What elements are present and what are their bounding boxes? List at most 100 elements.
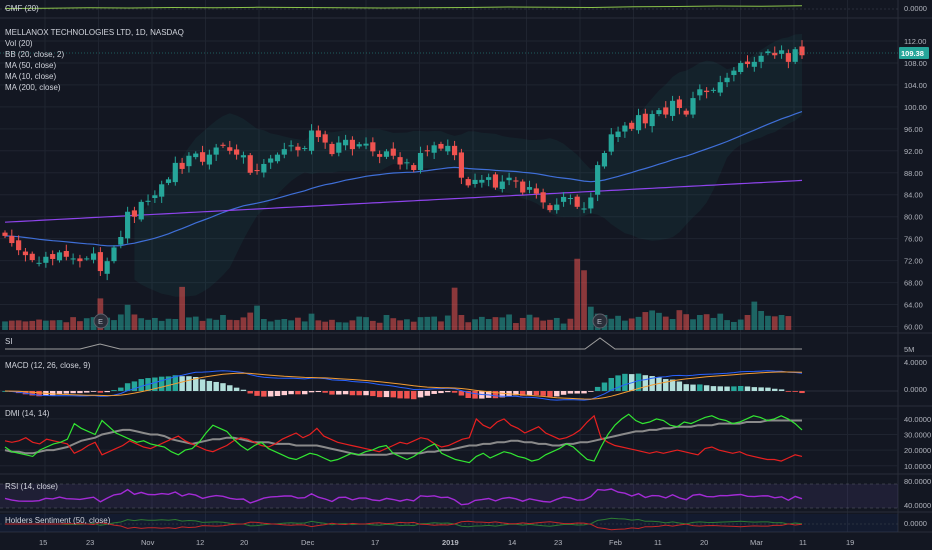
candle-body: [145, 200, 151, 202]
candle-body: [731, 70, 737, 76]
volume-bar: [315, 320, 322, 330]
candle-body: [322, 134, 328, 143]
macd-histogram-bar: [56, 391, 63, 395]
volume-bar: [458, 315, 465, 330]
moving-average-lines: [5, 112, 803, 247]
candle-body: [370, 142, 376, 152]
dmi-title: DMI (14, 14): [5, 409, 50, 418]
volume-bar: [649, 310, 655, 330]
macd-histogram-bar: [274, 391, 281, 397]
macd-histogram-bar: [417, 391, 424, 398]
candle-body: [97, 252, 103, 272]
last-price-badge: [899, 47, 929, 59]
candle-body: [799, 46, 805, 56]
time-axis[interactable]: 15 23 Nov 12 20 Dec 17 2019 14 23 Feb 11 20 Mar 11 19: [39, 538, 854, 547]
symbol-title: MELLANOX TECHNOLOGIES LTD, 1D, NASDAQ: [5, 28, 184, 37]
dmi-pane[interactable]: [0, 413, 898, 467]
candle-body: [738, 62, 744, 73]
volume-bar: [131, 314, 138, 330]
candle-body: [172, 162, 178, 183]
macd-histogram-bar: [29, 391, 35, 396]
macd-signal-line: [4, 371, 803, 400]
macd-histogram-bar: [663, 379, 669, 391]
macd-histogram-bar: [383, 391, 390, 398]
candle-body: [486, 177, 492, 180]
volume-bar: [70, 317, 76, 330]
pane-separators: [0, 0, 932, 533]
candle-body: [63, 251, 69, 257]
volume-bar: [124, 304, 131, 330]
volume-bar: [192, 316, 199, 330]
volume-bar: [206, 318, 213, 330]
time-tick: 2019: [442, 538, 459, 547]
volume-bar: [56, 320, 63, 330]
earnings-marker-2[interactable]: E: [592, 313, 608, 329]
price-tick: 80.00: [904, 213, 923, 222]
macd-histogram-bar: [90, 391, 97, 392]
price-tick: 112.00: [904, 37, 926, 46]
macd-histogram-bar: [111, 390, 117, 391]
candle-body: [533, 188, 539, 194]
rsi-pane[interactable]: [0, 483, 898, 509]
volume-bar: [83, 318, 90, 330]
macd-histogram-bar: [547, 391, 553, 397]
candle-body: [206, 154, 212, 165]
macd-histogram-bar: [104, 391, 110, 393]
volume-bar: [220, 315, 226, 330]
time-tick: 20: [700, 538, 708, 547]
hs-line-red: [5, 520, 803, 531]
volume-bar: [43, 320, 49, 330]
volume-bar: [533, 317, 540, 330]
candle-body: [186, 155, 192, 167]
volume-bar: [724, 320, 730, 330]
si-pane[interactable]: [5, 337, 802, 350]
volume-bar: [540, 320, 547, 330]
volume-bar: [247, 312, 254, 330]
price-tick: 104.00: [904, 81, 927, 90]
macd-histogram-bar: [254, 391, 260, 396]
cmf-pane[interactable]: [0, 5, 898, 10]
volume-bar: [547, 319, 553, 330]
macd-histogram-bar: [737, 385, 744, 391]
candle-body: [424, 150, 430, 152]
candle-body: [159, 184, 165, 197]
macd-histogram-bar: [690, 384, 696, 391]
earnings-icon: [592, 313, 608, 329]
candle-body: [649, 114, 655, 127]
volume-bar: [696, 315, 703, 330]
time-tick: 11: [799, 538, 807, 547]
earnings-marker-1[interactable]: E: [93, 313, 109, 329]
macd-histogram-bar: [302, 391, 308, 395]
macd-histogram-bar: [519, 391, 526, 396]
candle-body: [683, 110, 689, 115]
volume-bar: [574, 258, 581, 330]
volume-bar: [669, 319, 676, 330]
volume-bar: [642, 312, 649, 330]
candle-body: [227, 147, 233, 151]
candle-body: [431, 145, 437, 153]
holders-sentiment-pane[interactable]: [0, 514, 898, 532]
volume-bar: [295, 317, 301, 330]
candle-body: [785, 53, 791, 62]
macd-histogram-bar: [778, 389, 785, 391]
volume-bar: [506, 314, 512, 330]
volume-bar: [172, 319, 179, 330]
candle-body: [288, 145, 294, 147]
volume-bar: [152, 317, 158, 330]
volume-bar: [376, 322, 383, 330]
candle-body: [152, 195, 158, 199]
candlesticks[interactable]: [2, 40, 805, 281]
candle-body: [111, 247, 117, 262]
macd-pane[interactable]: [0, 370, 898, 401]
study-ma10: MA (10, close): [5, 72, 56, 81]
volume-bar: [369, 320, 376, 330]
macd-histogram-bar: [227, 385, 233, 391]
macd-histogram-bar: [574, 391, 580, 394]
volume-bar: [138, 318, 145, 330]
macd-histogram-bar: [342, 391, 349, 395]
candle-body: [179, 162, 185, 169]
hs-title: Holders Sentiment (50, close): [5, 516, 111, 525]
candle-body: [363, 143, 369, 146]
macd-histogram-bar: [588, 391, 594, 392]
candle-body: [22, 251, 29, 256]
